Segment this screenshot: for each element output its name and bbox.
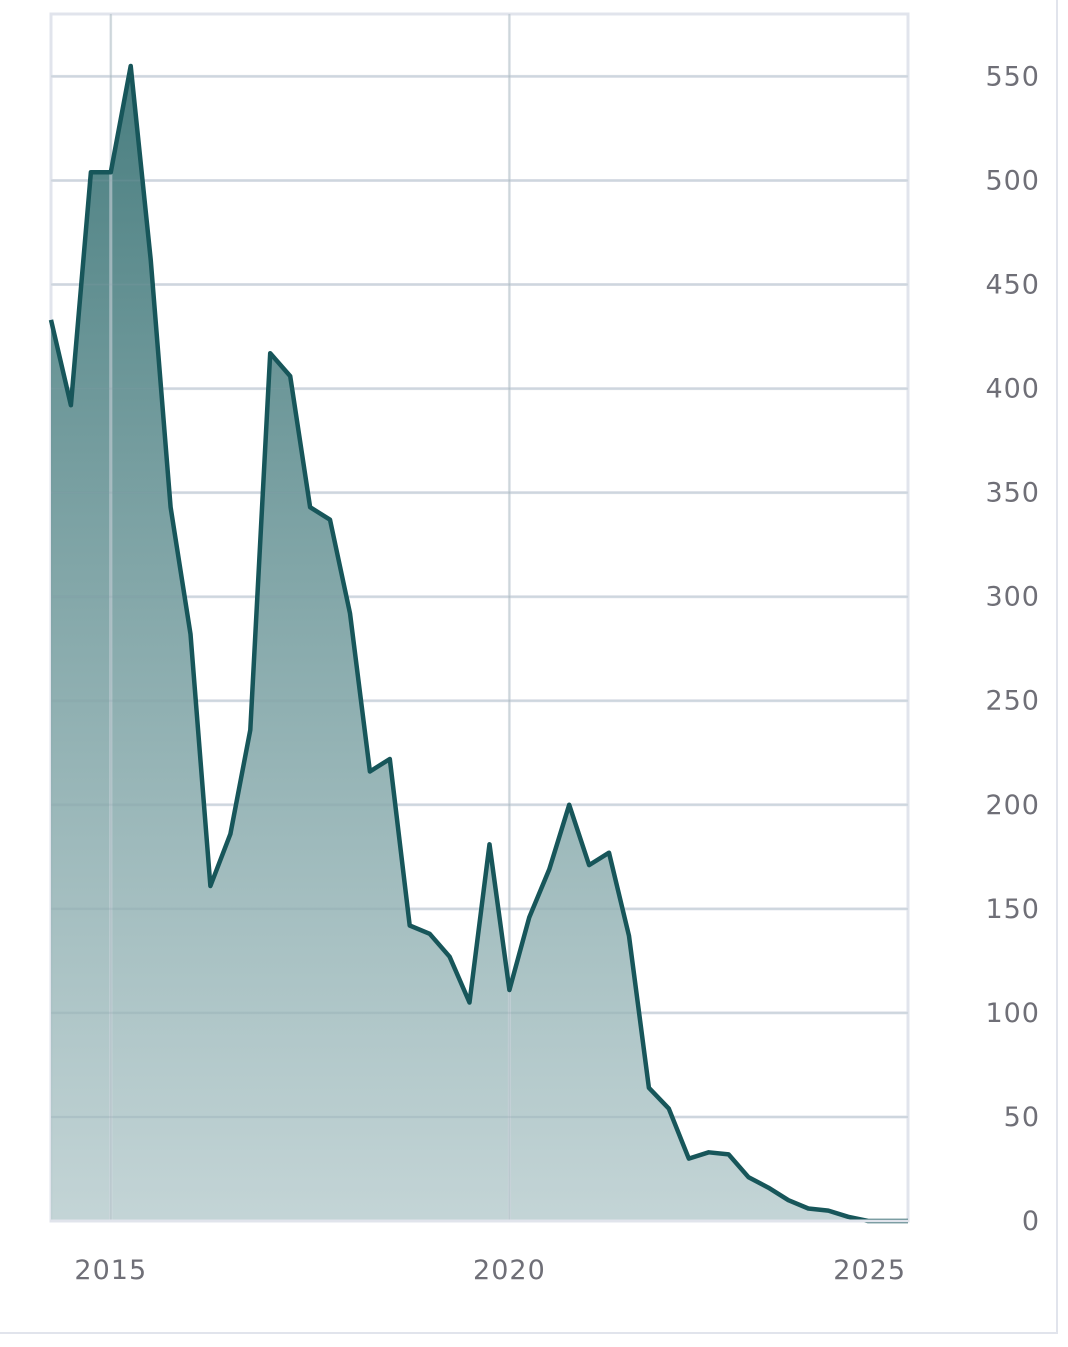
- data-point: [148, 257, 154, 263]
- y-tick-label: 0: [1022, 1206, 1040, 1237]
- y-tick-label: 300: [985, 582, 1040, 613]
- y-tick-label: 550: [985, 61, 1040, 92]
- y-tick-label: 100: [985, 998, 1040, 1029]
- data-point: [387, 756, 393, 762]
- data-point: [845, 1214, 851, 1220]
- data-point: [586, 862, 592, 868]
- data-point: [566, 802, 572, 808]
- y-tick-label: 50: [1004, 1102, 1040, 1133]
- y-axis-tick-labels: 0 50 100 150 200 250 300 350 400 450 500 550: [985, 61, 1040, 1237]
- data-point: [726, 1151, 732, 1157]
- y-tick-label: 250: [985, 686, 1040, 717]
- data-point: [905, 1218, 911, 1224]
- vertical-gridlines: [51, 14, 908, 1221]
- data-point: [227, 831, 233, 837]
- y-tick-label: 450: [985, 270, 1040, 301]
- data-point: [108, 169, 114, 175]
- data-point: [606, 850, 612, 856]
- data-point: [486, 841, 492, 847]
- data-point: [646, 1085, 652, 1091]
- y-tick-label: 350: [985, 478, 1040, 509]
- x-axis-tick-labels: 2015 2020 2025: [74, 1255, 906, 1286]
- data-point: [746, 1174, 752, 1180]
- data-point: [885, 1218, 891, 1224]
- data-point: [188, 631, 194, 637]
- y-tick-label: 200: [985, 790, 1040, 821]
- data-point: [207, 883, 213, 889]
- data-point: [427, 931, 433, 937]
- data-point: [825, 1208, 831, 1214]
- data-point: [785, 1197, 791, 1203]
- data-point: [307, 504, 313, 510]
- data-point: [48, 317, 54, 323]
- x-tick-label: 2020: [473, 1255, 546, 1286]
- data-point: [247, 727, 253, 733]
- data-point: [506, 987, 512, 993]
- data-point: [626, 933, 632, 939]
- data-point: [407, 922, 413, 928]
- data-point: [267, 350, 273, 356]
- y-tick-label: 400: [985, 374, 1040, 405]
- y-tick-label: 500: [985, 165, 1040, 196]
- data-point: [865, 1218, 871, 1224]
- y-tick-label: 150: [985, 894, 1040, 925]
- data-point: [287, 373, 293, 379]
- x-tick-label: 2015: [74, 1255, 147, 1286]
- data-point: [805, 1206, 811, 1212]
- data-point: [347, 610, 353, 616]
- data-point: [128, 63, 134, 69]
- data-point: [168, 504, 174, 510]
- data-point: [327, 517, 333, 523]
- data-point: [526, 914, 532, 920]
- data-point: [447, 954, 453, 960]
- x-tick-label: 2025: [833, 1255, 906, 1286]
- data-point: [88, 169, 94, 175]
- data-point: [706, 1149, 712, 1155]
- data-point: [765, 1185, 771, 1191]
- data-point: [666, 1106, 672, 1112]
- data-point: [68, 402, 74, 408]
- data-point: [467, 999, 473, 1005]
- data-point: [686, 1156, 692, 1162]
- series-line: [48, 63, 908, 1224]
- data-point: [367, 768, 373, 774]
- series-area: [51, 66, 908, 1221]
- data-point: [546, 866, 552, 872]
